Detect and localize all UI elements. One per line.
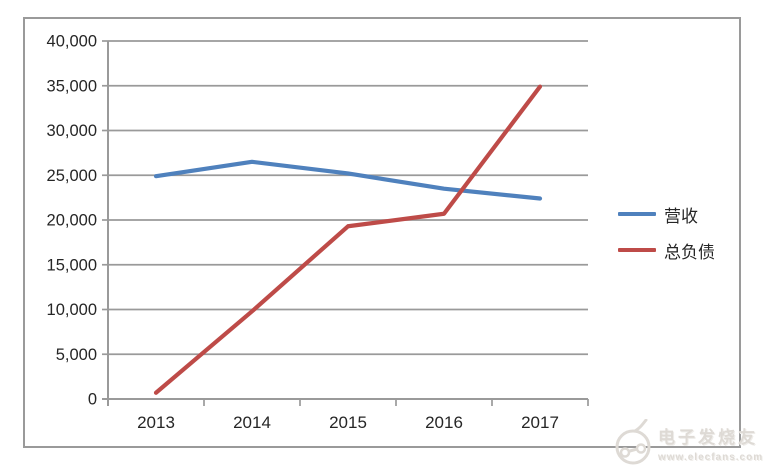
x-axis-label: 2017 <box>521 413 559 432</box>
chart-legend: 营收 总负债 <box>618 196 715 268</box>
y-axis-label: 25,000 <box>47 167 97 185</box>
watermark-url: www.elecfans.com <box>658 451 764 463</box>
elecfans-logo-icon <box>615 419 651 465</box>
y-axis-label: 40,000 <box>47 33 97 51</box>
x-axis-label: 2014 <box>233 413 271 432</box>
watermark: 电子发烧友 www.elecfans.com <box>612 419 763 471</box>
y-axis-label: 35,000 <box>47 77 97 95</box>
chart-border <box>23 17 741 448</box>
x-axis-label: 2016 <box>425 413 463 432</box>
total-liabilities-line <box>153 84 543 395</box>
y-axis-label: 30,000 <box>47 122 97 140</box>
x-axis-label: 2013 <box>137 413 175 432</box>
legend-label-total-liabilities: 总负债 <box>664 242 715 262</box>
legend-item-revenue: 营收 <box>618 196 715 232</box>
watermark-brand: 电子发烧友 <box>658 428 758 447</box>
legend-line-total-liabilities-icon <box>618 248 656 252</box>
y-axis-label: 10,000 <box>47 301 97 319</box>
revenue-line <box>153 159 543 201</box>
x-axis-label: 2015 <box>329 413 367 432</box>
legend-item-total-liabilities: 总负债 <box>618 232 715 268</box>
y-axis-label: 0 <box>88 391 97 409</box>
y-axis-label: 15,000 <box>47 256 97 274</box>
y-axis-label: 5,000 <box>56 346 97 364</box>
legend-label-revenue: 营收 <box>664 206 698 226</box>
legend-line-revenue-icon <box>618 212 656 216</box>
y-axis-label: 20,000 <box>47 212 97 230</box>
